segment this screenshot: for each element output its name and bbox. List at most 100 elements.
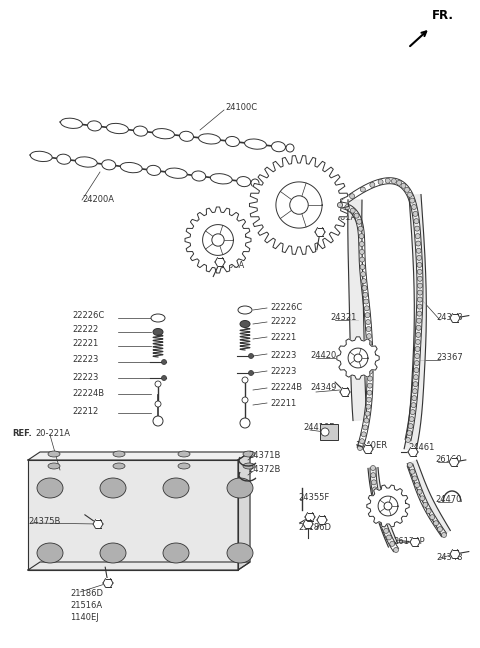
Circle shape: [354, 354, 362, 362]
Circle shape: [385, 178, 390, 183]
Circle shape: [407, 430, 412, 435]
Circle shape: [357, 219, 361, 224]
Ellipse shape: [272, 142, 286, 152]
Text: 24350D: 24350D: [290, 172, 323, 181]
Text: 22223: 22223: [270, 367, 296, 376]
Circle shape: [371, 465, 375, 470]
Circle shape: [418, 276, 422, 281]
Ellipse shape: [244, 139, 266, 149]
Circle shape: [413, 382, 418, 387]
Circle shape: [384, 502, 392, 510]
Circle shape: [411, 402, 416, 408]
Circle shape: [372, 487, 377, 492]
Text: 22223: 22223: [72, 373, 98, 382]
Circle shape: [381, 522, 386, 527]
Circle shape: [420, 496, 425, 501]
Text: 24420: 24420: [310, 351, 336, 360]
Text: 1140EJ: 1140EJ: [70, 612, 99, 621]
Text: 26174P: 26174P: [393, 537, 425, 546]
Circle shape: [417, 297, 422, 302]
Circle shape: [366, 404, 371, 409]
Ellipse shape: [57, 154, 71, 164]
Circle shape: [416, 325, 421, 330]
Text: 22221: 22221: [270, 332, 296, 341]
Circle shape: [417, 255, 421, 260]
Polygon shape: [250, 156, 348, 255]
Text: 1140ER: 1140ER: [355, 441, 387, 450]
Circle shape: [378, 179, 383, 185]
Polygon shape: [320, 424, 338, 440]
Circle shape: [416, 248, 421, 253]
Text: 24375B: 24375B: [28, 516, 60, 526]
Circle shape: [416, 241, 421, 246]
Circle shape: [377, 508, 382, 513]
Text: 22223: 22223: [72, 356, 98, 364]
Circle shape: [408, 463, 412, 467]
Circle shape: [360, 242, 364, 246]
Circle shape: [212, 234, 224, 246]
Text: 21186D: 21186D: [298, 524, 331, 533]
Ellipse shape: [238, 306, 252, 314]
Ellipse shape: [153, 128, 174, 139]
Text: 22224B: 22224B: [270, 384, 302, 393]
Circle shape: [410, 198, 415, 203]
Circle shape: [360, 187, 365, 192]
Text: 24471: 24471: [375, 498, 401, 507]
Circle shape: [368, 362, 372, 367]
Polygon shape: [103, 579, 113, 587]
Circle shape: [358, 446, 362, 450]
Circle shape: [414, 367, 419, 373]
Text: 24348: 24348: [436, 314, 463, 323]
Text: 22221: 22221: [72, 338, 98, 347]
Polygon shape: [408, 448, 418, 456]
Circle shape: [418, 283, 422, 288]
Text: 26160: 26160: [435, 456, 461, 465]
Polygon shape: [408, 460, 450, 535]
Text: 24370B: 24370B: [196, 218, 228, 227]
Circle shape: [391, 179, 396, 183]
Circle shape: [405, 187, 409, 192]
Text: 20-221A: 20-221A: [35, 428, 70, 437]
Circle shape: [410, 410, 415, 415]
Polygon shape: [28, 452, 250, 460]
Text: 24461: 24461: [408, 443, 434, 452]
Ellipse shape: [113, 451, 125, 457]
Polygon shape: [410, 538, 420, 546]
Text: 21186D: 21186D: [70, 588, 103, 597]
Circle shape: [360, 264, 365, 270]
Circle shape: [360, 272, 366, 277]
Text: 22224B: 22224B: [72, 389, 104, 397]
Circle shape: [161, 360, 167, 364]
Ellipse shape: [60, 118, 83, 128]
Text: 24321: 24321: [330, 314, 356, 323]
Polygon shape: [363, 445, 373, 454]
Ellipse shape: [180, 132, 193, 141]
Circle shape: [249, 371, 253, 375]
Circle shape: [354, 213, 359, 218]
Ellipse shape: [243, 451, 255, 457]
Circle shape: [410, 469, 415, 474]
Circle shape: [153, 416, 163, 426]
Ellipse shape: [153, 329, 163, 336]
Circle shape: [359, 234, 364, 238]
Text: 22211: 22211: [270, 399, 296, 408]
Circle shape: [240, 418, 250, 428]
Circle shape: [360, 257, 365, 262]
Circle shape: [418, 290, 422, 295]
Circle shape: [372, 480, 376, 485]
Circle shape: [371, 472, 376, 478]
Text: 24361A: 24361A: [212, 260, 244, 270]
Circle shape: [366, 319, 371, 325]
Polygon shape: [317, 516, 327, 524]
Polygon shape: [28, 460, 238, 570]
Text: 24372B: 24372B: [248, 465, 280, 474]
Circle shape: [367, 383, 372, 388]
Circle shape: [379, 515, 384, 520]
Circle shape: [386, 535, 392, 540]
Circle shape: [242, 377, 248, 383]
Text: 22212: 22212: [72, 406, 98, 415]
Ellipse shape: [107, 123, 129, 133]
Circle shape: [286, 144, 294, 152]
Ellipse shape: [120, 163, 142, 173]
Ellipse shape: [199, 133, 220, 144]
